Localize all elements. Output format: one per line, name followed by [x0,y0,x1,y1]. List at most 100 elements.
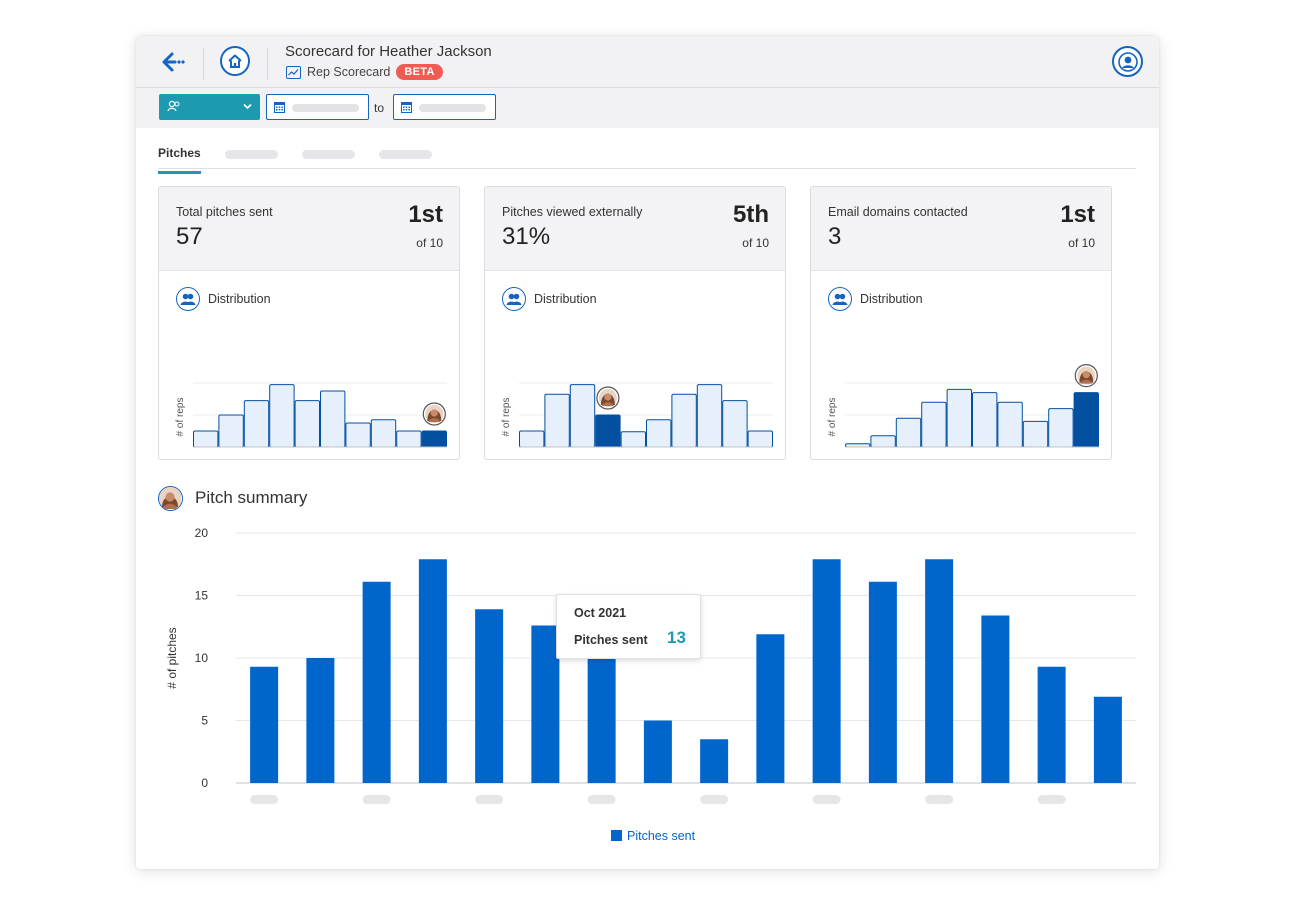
chevron-down-icon [243,103,252,110]
histogram-x-label: Pitches viewed externally [584,456,708,457]
date-placeholder [419,104,486,112]
distribution-team-icon [502,287,526,311]
x-tick-placeholder [925,795,954,804]
histogram-x-label: Total pitches sent [278,456,363,457]
chart-legend[interactable]: Pitches sent [611,829,696,843]
legend-label: Pitches sent [627,829,696,843]
distribution-team-icon [176,287,200,311]
tooltip-label: Pitches sent [574,633,648,647]
tab-placeholder[interactable] [225,150,278,159]
distribution-label: Distribution [208,292,271,306]
histogram-bar [370,419,397,448]
pitch-bar[interactable] [1093,696,1122,783]
pitch-bar[interactable] [925,559,954,783]
metric-card-email-domains: Email domains contacted 3 1st of 10 Dist… [810,186,1112,460]
y-tick-label: 5 [201,714,208,728]
tab-placeholder[interactable] [379,150,432,159]
pitch-bar[interactable] [250,666,279,783]
pitch-bar[interactable] [587,658,616,783]
tooltip-value: 13 [667,628,686,647]
metric-rank: 1st [408,201,443,228]
histogram-bar [972,392,998,448]
home-icon [228,54,242,68]
histogram-bar [921,401,947,448]
y-tick-label: 10 [195,651,209,665]
card-summary: Email domains contacted 3 1st of 10 [811,187,1111,271]
pitch-bar[interactable] [868,581,897,783]
pitch-bar[interactable] [306,658,335,783]
histogram-bar-current-rep [1073,392,1100,448]
distribution-team-icon [828,287,852,311]
date-range-to-label: to [374,101,385,115]
card-summary: Total pitches sent 57 1st of 10 [159,187,459,271]
histogram-bar [396,430,422,448]
metric-rank-of: of 10 [416,236,443,250]
histogram-bar [646,419,672,448]
histogram-bar [243,400,270,448]
histogram-y-label: # of reps [501,398,512,437]
y-axis-label: # of pitches [165,627,179,688]
histogram-bar [569,384,596,448]
pitch-bar[interactable] [643,720,672,784]
metric-value: 57 [176,223,203,250]
tab-pitches[interactable]: Pitches [158,146,201,174]
histogram-bar [294,400,320,448]
calendar-icon [401,102,412,113]
histogram-bar [620,431,646,448]
histogram-bar-current-rep [421,430,448,448]
pitch-bar[interactable] [700,739,729,783]
pitch-bar[interactable] [812,559,841,783]
user-account-button[interactable] [1112,46,1143,77]
metric-value: 31% [502,223,551,250]
calendar-icon [274,102,285,113]
y-tick-label: 20 [195,526,209,540]
pitch-bar[interactable] [475,609,504,783]
rep-avatar [158,486,183,511]
histogram-bar [1022,420,1049,448]
histogram-bar [345,422,371,448]
histogram-bar [870,435,896,448]
metric-label: Email domains contacted [828,205,968,219]
x-tick-placeholder [362,795,391,804]
histogram-bar [997,401,1023,448]
histogram-bar [696,384,723,448]
histogram-bar [946,388,972,448]
distribution-header: Distribution [828,287,923,311]
pitch-bar[interactable] [981,615,1010,784]
distribution-histogram: # of reps Pitches viewed externally [501,382,774,457]
distribution-histogram: # of reps Total pitches sent [175,382,448,457]
pitch-summary-title: Pitch summary [195,488,308,507]
distribution-header: Distribution [176,287,271,311]
home-button[interactable] [220,46,250,76]
y-tick-label: 0 [201,776,208,790]
scorecard-window: Scorecard for Heather Jackson Rep Scorec… [136,36,1159,869]
pitch-bar[interactable] [531,625,560,784]
rep-avatar-marker [1074,364,1098,388]
rep-avatar-marker [596,386,620,410]
histogram-bar [269,384,295,448]
scorecard-chart-icon [286,65,301,79]
x-tick-placeholder [1037,795,1066,804]
header-divider [267,48,268,80]
back-button[interactable] [160,50,190,74]
page-title: Scorecard for Heather Jackson [285,43,492,60]
end-date-input[interactable] [393,94,496,120]
distribution-histogram: # of reps Email domains contacted [827,364,1100,457]
start-date-input[interactable] [266,94,369,120]
histogram-bar [544,393,570,448]
metric-rank: 5th [733,201,769,228]
distribution-label: Distribution [860,292,923,306]
histogram-bar [1048,408,1074,448]
user-icon [1117,51,1138,72]
histogram-bar [519,430,545,448]
tab-placeholder[interactable] [302,150,355,159]
histogram-y-label: # of reps [175,398,186,437]
pitch-bar[interactable] [362,581,391,783]
pitch-bar[interactable] [756,634,785,783]
distribution-label: Distribution [534,292,597,306]
team-select[interactable] [159,94,260,120]
histogram-x-label: Email domains contacted [911,456,1034,457]
pitch-bar[interactable] [418,559,447,783]
pitch-bar[interactable] [1037,666,1066,783]
tab-bar: Pitches [158,140,1136,174]
